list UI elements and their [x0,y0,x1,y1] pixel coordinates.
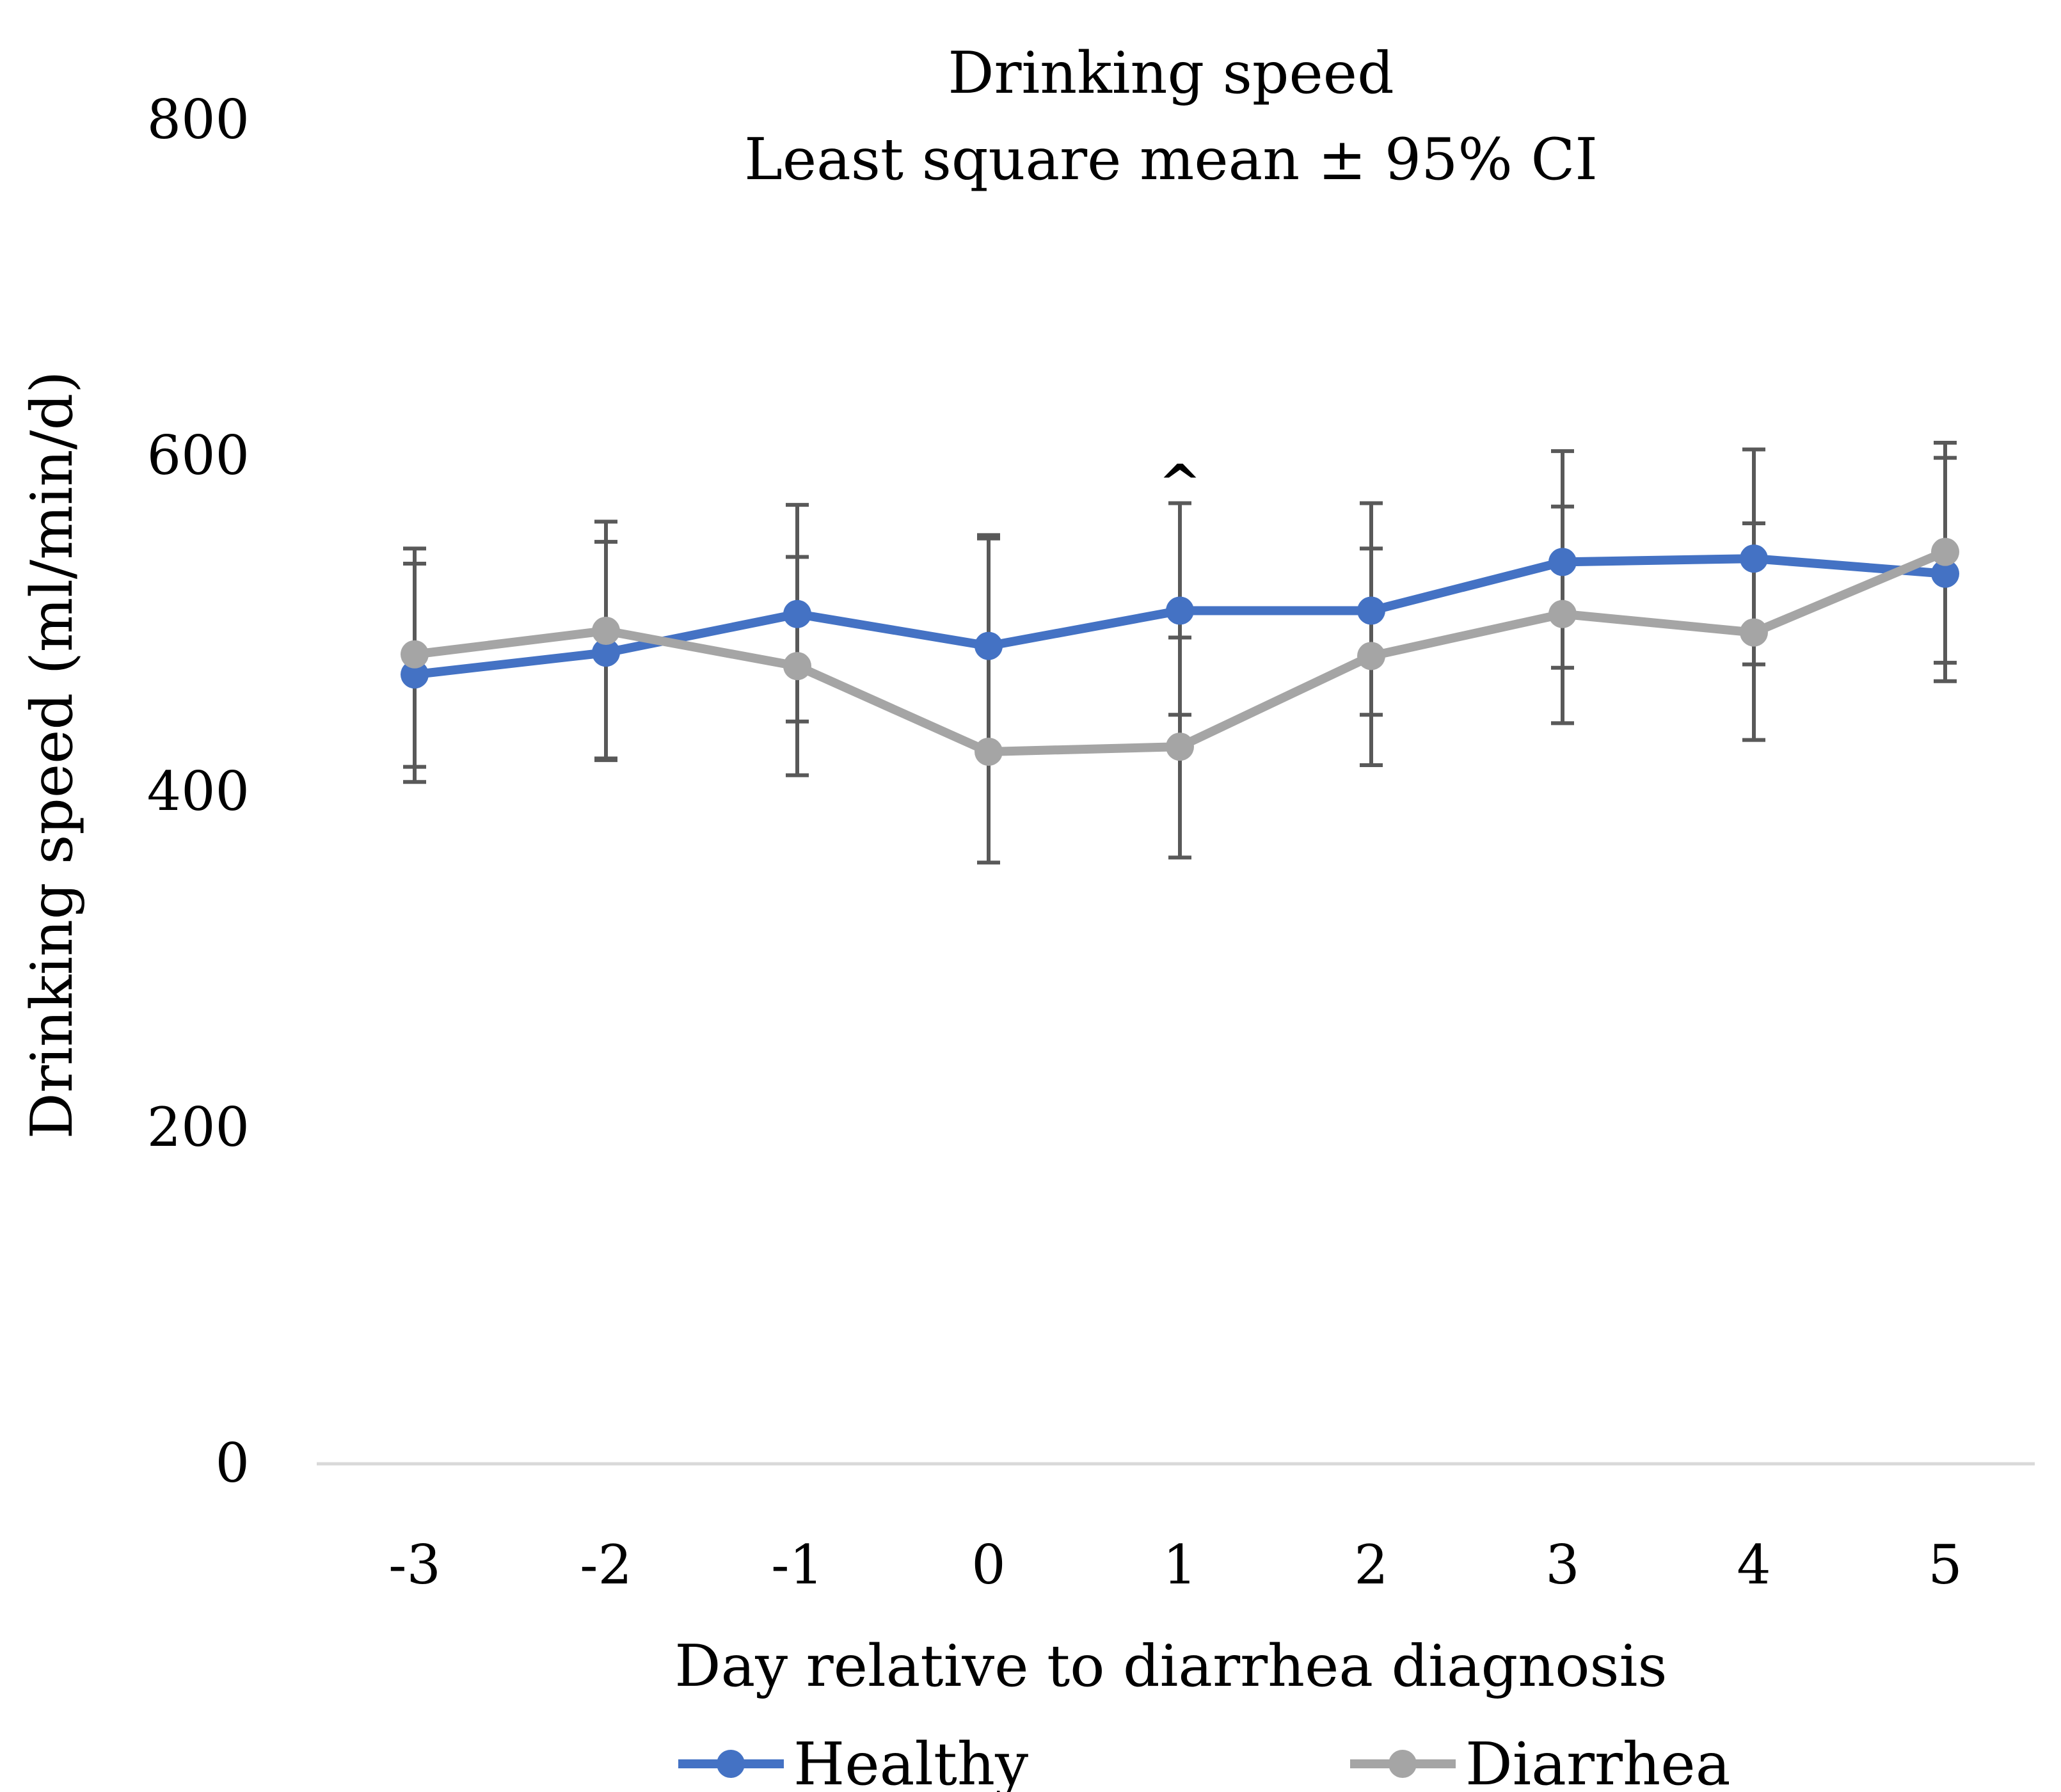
x-tick-label: 3 [1545,1534,1579,1596]
chart-subtitle: Least square mean ± 95% CI [744,126,1598,193]
data-point-diarrhea[interactable] [1931,537,1959,566]
legend-item-healthy[interactable]: Healthy [678,1730,1028,1792]
data-point-healthy[interactable] [1548,548,1577,576]
x-tick-label: 2 [1354,1534,1388,1596]
x-tick-label: 5 [1928,1534,1962,1596]
series-lines [401,537,1959,766]
legend-marker-diarrhea [1389,1750,1417,1778]
annotations: ^ [1158,453,1201,513]
x-axis-ticks: -3 -2 -1 0 1 2 3 4 5 [388,1534,1962,1596]
y-tick-label: 600 [147,424,250,487]
x-tick-label: 4 [1737,1534,1771,1596]
y-tick-label: 800 [147,88,250,151]
y-axis-ticks: 0 200 400 600 800 [147,88,250,1495]
legend-label-healthy: Healthy [793,1730,1028,1792]
data-point-diarrhea[interactable] [401,640,429,669]
data-point-diarrhea[interactable] [975,738,1003,766]
data-point-healthy[interactable] [401,660,429,689]
legend-marker-healthy [717,1750,745,1778]
data-point-diarrhea[interactable] [1357,642,1385,670]
data-point-diarrhea[interactable] [592,617,620,645]
legend-item-diarrhea[interactable]: Diarrhea [1350,1730,1731,1792]
x-tick-label: -2 [580,1534,632,1596]
significance-marker: ^ [1158,453,1201,513]
chart-title: Drinking speed [948,40,1394,107]
data-point-diarrhea[interactable] [783,652,811,681]
y-axis-label: Drinking speed (ml/min/d) [19,371,86,1139]
data-point-diarrhea[interactable] [1740,618,1768,647]
x-tick-label: -1 [771,1534,824,1596]
y-tick-label: 400 [147,760,250,823]
x-tick-label: 0 [971,1534,1005,1596]
data-point-healthy[interactable] [975,631,1003,660]
y-tick-label: 200 [147,1096,250,1159]
data-point-healthy[interactable] [1166,596,1194,625]
x-tick-label: 1 [1163,1534,1197,1596]
data-point-healthy[interactable] [783,599,811,628]
data-point-healthy[interactable] [1931,559,1959,588]
data-point-diarrhea[interactable] [1166,733,1194,761]
x-axis-label: Day relative to diarrhea diagnosis [674,1633,1667,1700]
x-tick-label: -3 [388,1534,441,1596]
legend-label-diarrhea: Diarrhea [1465,1730,1731,1792]
data-point-diarrhea[interactable] [1548,599,1577,628]
data-point-healthy[interactable] [1357,596,1385,625]
data-point-healthy[interactable] [1740,544,1768,573]
y-tick-label: 0 [216,1432,250,1495]
data-point-healthy[interactable] [592,638,620,667]
legend: Healthy Diarrhea [678,1730,1731,1792]
